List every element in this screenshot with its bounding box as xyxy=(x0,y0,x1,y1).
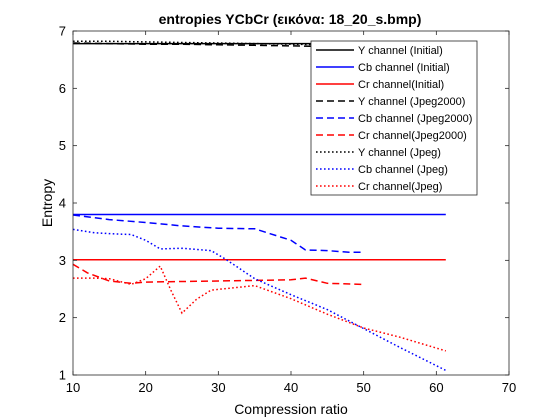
series-line-7 xyxy=(72,228,447,372)
y-tick-label: 5 xyxy=(59,138,66,153)
series-line-6 xyxy=(73,40,364,47)
legend-label-3: Y channel (Jpeg2000) xyxy=(358,96,465,108)
series-line-5 xyxy=(72,263,364,286)
x-tick-label: 10 xyxy=(66,380,80,395)
y-ticks: 1 2 3 4 5 6 7 xyxy=(59,24,509,383)
legend-label-7: Cb channel (Jpeg) xyxy=(358,164,448,176)
x-tick-label: 70 xyxy=(502,380,516,395)
x-axis-label: Compression ratio xyxy=(234,401,348,417)
legend-label-2: Cr channel(Initial) xyxy=(358,79,444,91)
y-tick-label: 2 xyxy=(59,310,66,325)
x-ticks: 10 20 30 40 50 60 70 xyxy=(66,31,516,395)
legend-label-6: Y channel (Jpeg) xyxy=(358,147,441,159)
y-tick-label: 1 xyxy=(59,368,66,383)
series-line-8 xyxy=(73,264,447,352)
y-tick-label: 6 xyxy=(59,81,66,96)
series-line-4 xyxy=(72,214,364,254)
y-tick-label: 3 xyxy=(59,253,66,268)
y-axis-label: Entropy xyxy=(39,179,55,227)
legend-label-4: Cb channel (Jpeg2000) xyxy=(358,113,472,125)
legend-label-8: Cr channel(Jpeg) xyxy=(358,181,442,193)
y-tick-label: 7 xyxy=(59,24,66,39)
x-tick-label: 40 xyxy=(284,380,298,395)
legend-label-5: Cr channel(Jpeg2000) xyxy=(358,130,467,142)
chart-title: entropies YCbCr (εικόνα: 18_20_s.bmp) xyxy=(159,11,422,27)
x-tick-label: 30 xyxy=(211,380,225,395)
legend-label-1: Cb channel (Initial) xyxy=(358,62,450,74)
legend-label-0: Y channel (Initial) xyxy=(358,45,443,57)
x-tick-label: 50 xyxy=(356,380,370,395)
y-tick-label: 4 xyxy=(59,196,66,211)
legend: Y channel (Initial) Cb channel (Initial) C… xyxy=(310,40,478,196)
x-tick-label: 20 xyxy=(138,380,152,395)
data-lines xyxy=(72,40,447,372)
x-tick-label: 60 xyxy=(429,380,443,395)
